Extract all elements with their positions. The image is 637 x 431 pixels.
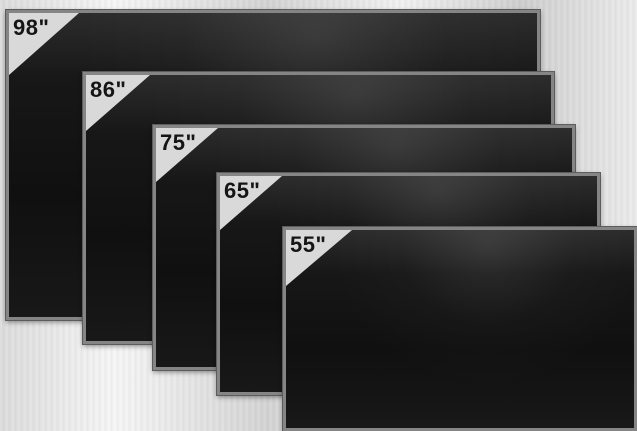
size-label-55: 55" — [290, 232, 327, 257]
size-label-65: 65" — [224, 178, 261, 203]
display-panel-55: 55" — [283, 227, 637, 431]
size-label-86: 86" — [90, 77, 127, 102]
size-label-75: 75" — [160, 130, 197, 155]
size-label-98: 98" — [13, 15, 50, 40]
